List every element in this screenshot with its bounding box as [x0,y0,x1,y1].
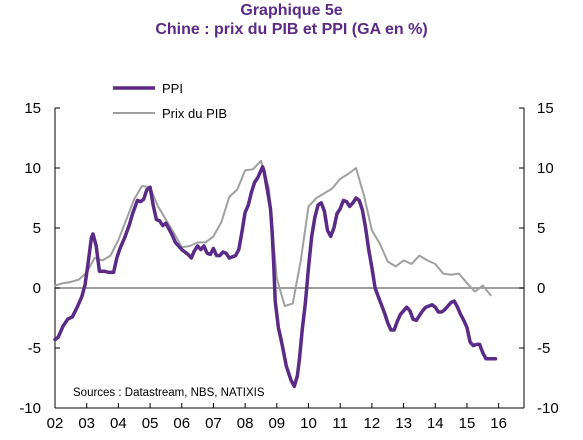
series-line-ppi [53,165,498,389]
y-tick-label-right: 15 [537,100,554,117]
x-tick-label: 03 [78,415,95,432]
y-tick-label-right: 5 [537,220,545,237]
y-tick-label-left: -10 [19,400,41,417]
chart-series [53,159,498,389]
x-tick-label: 16 [490,415,507,432]
x-tick-label: 11 [332,415,348,432]
x-tick-label: 09 [268,415,285,432]
x-tick-label: 06 [173,415,190,432]
y-tick-label-left: -5 [28,340,41,357]
source-note: Sources : Datastream, NBS, NATIXIS [73,387,265,399]
chart-title: Graphique 5e [240,2,343,19]
x-tick-label: 05 [142,415,159,432]
y-tick-label-left: 15 [24,100,41,117]
chart-legend: PPI Prix du PIB [113,81,227,121]
y-tick-label-left: 5 [33,220,41,237]
y-tick-label-left: 10 [24,160,41,177]
y-tick-label-right: 10 [537,160,554,177]
legend-label-ppi: PPI [162,81,183,96]
x-tick-label: 10 [300,415,317,432]
x-tick-label: 12 [364,415,381,432]
x-tick-label: 04 [110,415,127,432]
x-tick-label: 15 [459,415,476,432]
x-tick-label: 02 [47,415,64,432]
x-tick-label: 08 [237,415,254,432]
legend-label-pib: Prix du PIB [162,106,227,121]
y-tick-label-right: -10 [537,400,559,417]
chart-axes: 15 15 10 10 5 5 0 0 -5 -5 -10 -10 02 03 04 05 06 07 08 09 10… [19,100,558,432]
chart-subtitle: Chine : prix du PIB et PPI (GA en %) [155,21,428,38]
y-tick-label-right: -5 [537,340,550,357]
y-tick-label-left: 0 [33,280,41,297]
x-tick-label: 07 [205,415,222,432]
x-tick-label: 14 [427,415,444,432]
y-tick-label-right: 0 [537,280,545,297]
x-tick-label: 13 [395,415,412,432]
